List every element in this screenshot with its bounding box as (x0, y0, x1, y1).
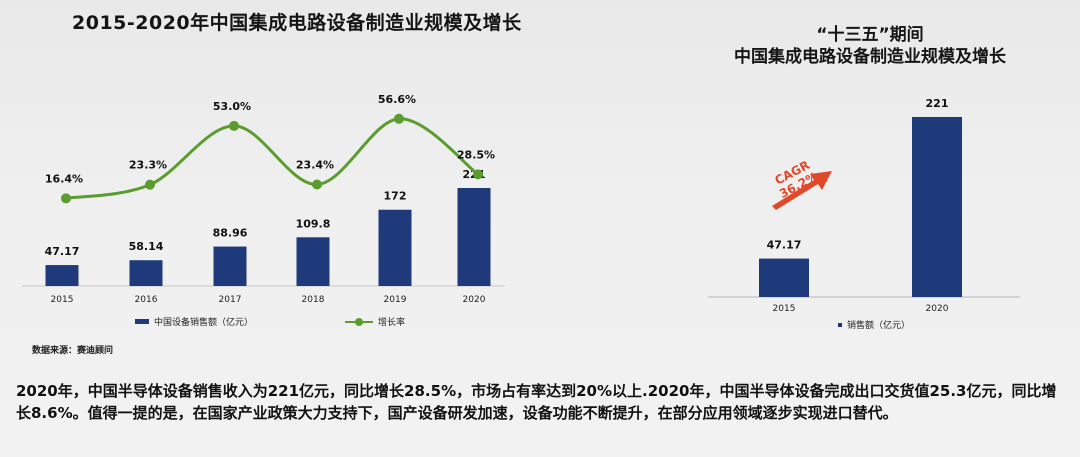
growth-label-2016: 23.3% (129, 159, 167, 172)
growth-label-2019: 56.6% (378, 93, 416, 106)
x-tick-label-2016: 2016 (135, 295, 158, 305)
bar-value-label-2017: 88.96 (213, 227, 248, 240)
growth-label-2015: 16.4% (45, 172, 83, 185)
bar-value-label-2018: 109.8 (296, 217, 331, 230)
right-bar-2020 (912, 117, 962, 297)
right-chart-title-line2: 中国集成电路设备制造业规模及增长 (734, 47, 1006, 67)
bar-2017 (213, 246, 247, 286)
growth-point-2016 (145, 179, 155, 190)
bar-2016 (129, 260, 163, 286)
x-tick-label-2018: 2018 (302, 295, 325, 305)
growth-point-2015 (61, 193, 71, 204)
bar-2019 (378, 209, 412, 286)
left-chart-title: 2015-2020年中国集成电路设备制造业规模及增长 (72, 12, 522, 34)
cagr-label: CAGR (772, 158, 811, 188)
x-tick-label-2017: 2017 (219, 295, 242, 305)
x-tick-label-2019: 2019 (384, 295, 407, 305)
growth-point-2017 (229, 120, 239, 131)
growth-point-2019 (394, 113, 404, 124)
growth-label-2017: 53.0% (213, 100, 251, 113)
right-legend: 销售额（亿元） (838, 318, 910, 331)
growth-point-2018 (312, 179, 322, 190)
body-paragraph: 2020年，中国半导体设备销售收入为221亿元，同比增长28.5%，市场占有率达… (16, 382, 1057, 422)
growth-label-2018: 23.4% (296, 158, 334, 171)
left-chart: 47.17 2015 58.14 2016 88.96 2017 109.8 2018 172 2… (22, 93, 505, 305)
growth-point-2020 (473, 169, 483, 180)
right-bar-2015 (759, 258, 809, 297)
growth-label-2020: 28.5% (457, 148, 495, 161)
right-bar-value-label-2015: 47.17 (767, 239, 802, 252)
bar-value-label-2019: 172 (384, 190, 407, 203)
bar-2018 (296, 237, 330, 286)
right-legend-swatch (838, 322, 842, 327)
line-legend-label: 增长率 (378, 318, 406, 328)
bar-2020 (457, 188, 491, 286)
right-chart-title-line1: “十三五”期间 (816, 25, 924, 45)
cagr-value: 36.2% (777, 169, 820, 201)
right-legend-label: 销售额（亿元） (847, 321, 911, 331)
left-legend-line: 增长率 (345, 315, 405, 328)
left-legend-bars: 中国设备销售额（亿元） (135, 315, 253, 328)
line-legend-swatch (345, 317, 373, 326)
bar-legend-swatch (135, 319, 149, 324)
x-tick-label-2015: 2015 (51, 295, 74, 305)
cagr-arrow (772, 171, 832, 210)
bar-value-label-2015: 47.17 (45, 245, 80, 258)
bar-2015 (45, 265, 79, 286)
data-source: 数据来源：赛迪顾问 (32, 346, 114, 356)
right-x-tick-label-2015: 2015 (773, 304, 796, 314)
growth-rate-line (65, 117, 479, 200)
bar-value-label-2016: 58.14 (129, 240, 164, 253)
right-bar-value-label-2020: 221 (926, 97, 949, 110)
x-tick-label-2020: 2020 (463, 295, 486, 305)
bar-legend-label: 中国设备销售额（亿元） (154, 318, 254, 328)
right-x-tick-label-2020: 2020 (926, 304, 949, 314)
